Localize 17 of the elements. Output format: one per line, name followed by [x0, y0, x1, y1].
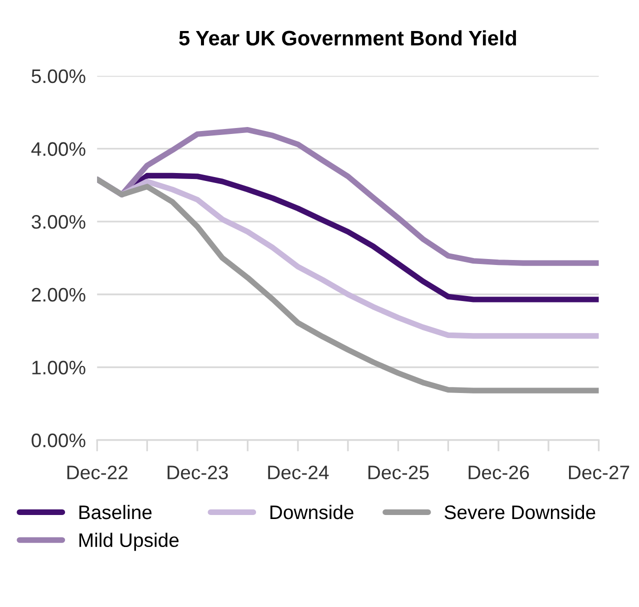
x-tick-label: Dec-23 — [168, 466, 228, 480]
legend-label: Mild Upside — [79, 532, 179, 551]
x-tick-label: Dec-26 — [468, 466, 529, 480]
y-tick-label: 3.00% — [32, 215, 86, 229]
chart-title: 5 Year UK Government Bond Yield — [179, 30, 516, 46]
x-tick-label: Dec-22 — [67, 466, 128, 480]
legend-label: Downside — [270, 504, 354, 520]
legend-label: Severe Downside — [444, 504, 596, 520]
y-tick-label: 4.00% — [31, 142, 86, 156]
x-tick-label: Dec-27 — [569, 466, 630, 480]
y-tick-label: 2.00% — [32, 288, 86, 302]
y-tick-label: 0.00% — [32, 434, 86, 448]
y-tick-label: 1.00% — [32, 360, 86, 374]
x-tick-label: Dec-25 — [368, 466, 429, 480]
legend-label: Baseline — [79, 504, 152, 520]
y-tick-label: 5.00% — [32, 69, 86, 84]
x-tick-label: Dec-24 — [268, 466, 329, 480]
